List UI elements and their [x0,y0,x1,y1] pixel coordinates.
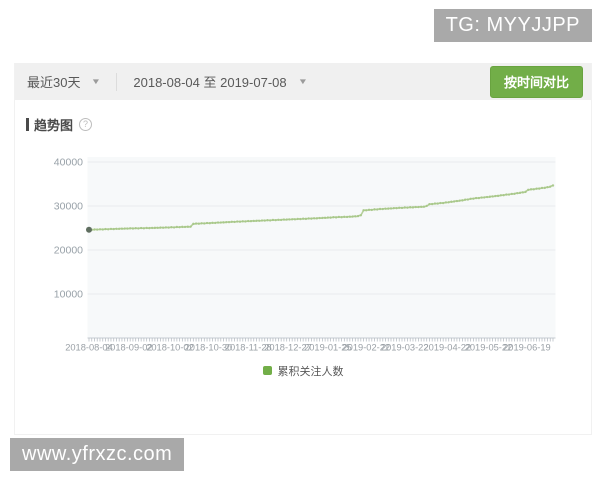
toolbar-divider [116,72,118,91]
legend-item-followers[interactable]: 累积关注人数 [262,363,344,379]
site-watermark: www.yfrxzc.com [10,438,185,471]
custom-date-range-dropdown[interactable]: 2018-08-04 至 2019-07-08 ▼ [133,63,308,100]
section-title: 趋势图 [34,118,74,133]
chart-legend: 累积关注人数 [15,362,591,380]
legend-swatch [262,366,272,375]
stats-card: 最近30天 ▼ 2018-08-04 至 2019-07-08 ▼ 按时间对比 … [14,63,592,435]
filter-toolbar: 最近30天 ▼ 2018-08-04 至 2019-07-08 ▼ 按时间对比 [15,63,591,100]
section-header: 趋势图 ? [26,115,93,134]
telegram-watermark: TG: MYYJJPP [433,9,592,42]
compare-by-time-button[interactable]: 按时间对比 [489,65,583,98]
legend-label: 累积关注人数 [277,365,344,378]
date-range-preset-label: 最近30天 [27,75,81,90]
title-bar-mark [26,118,29,131]
chevron-down-icon: ▼ [297,77,308,86]
custom-date-range-label: 2018-08-04 至 2019-07-08 [133,75,287,90]
chevron-down-icon: ▼ [91,77,102,86]
date-range-preset-dropdown[interactable]: 最近30天 ▼ [27,63,102,100]
help-icon[interactable]: ? [79,118,93,131]
